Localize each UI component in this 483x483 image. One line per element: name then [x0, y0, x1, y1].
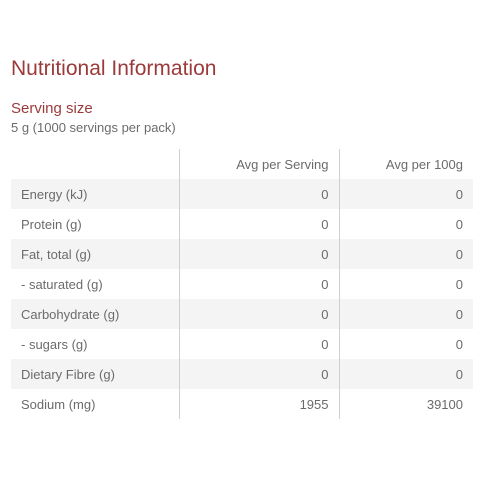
serving-size-value: 5 g (1000 servings per pack) — [11, 120, 176, 135]
nutrient-name: Energy (kJ) — [11, 179, 179, 209]
per-serving-value: 0 — [178, 239, 339, 269]
per-100g-value: 0 — [338, 329, 473, 359]
per-serving-value: 0 — [178, 299, 339, 329]
per-serving-value: 0 — [178, 179, 339, 209]
table-row: Fat, total (g) 0 0 — [11, 239, 473, 269]
per-100g-value: 0 — [338, 179, 473, 209]
table-row: Protein (g) 0 0 — [11, 209, 473, 239]
nutrient-name: - saturated (g) — [11, 269, 179, 299]
per-serving-value: 0 — [178, 329, 339, 359]
table-header-row: Avg per Serving Avg per 100g — [11, 149, 473, 179]
nutrient-name: Dietary Fibre (g) — [11, 359, 179, 389]
per-100g-value: 0 — [338, 359, 473, 389]
per-serving-value: 1955 — [178, 389, 339, 419]
table-row: Carbohydrate (g) 0 0 — [11, 299, 473, 329]
serving-size-heading: Serving size — [11, 100, 93, 117]
table-row: Sodium (mg) 1955 39100 — [11, 389, 473, 419]
nutrient-name: Carbohydrate (g) — [11, 299, 179, 329]
per-100g-value: 0 — [338, 239, 473, 269]
nutrient-name: Fat, total (g) — [11, 239, 179, 269]
table-row: Dietary Fibre (g) 0 0 — [11, 359, 473, 389]
header-avg-per-serving: Avg per Serving — [178, 149, 339, 179]
per-100g-value: 0 — [338, 269, 473, 299]
nutrient-name: Protein (g) — [11, 209, 179, 239]
per-100g-value: 0 — [338, 209, 473, 239]
nutrient-name: Sodium (mg) — [11, 389, 179, 419]
header-nutrient — [11, 149, 179, 179]
per-serving-value: 0 — [178, 209, 339, 239]
per-100g-value: 0 — [338, 299, 473, 329]
page-title: Nutritional Information — [11, 57, 217, 80]
per-serving-value: 0 — [178, 359, 339, 389]
table-row: - saturated (g) 0 0 — [11, 269, 473, 299]
table-row: - sugars (g) 0 0 — [11, 329, 473, 359]
per-serving-value: 0 — [178, 269, 339, 299]
table-row: Energy (kJ) 0 0 — [11, 179, 473, 209]
per-100g-value: 39100 — [338, 389, 473, 419]
header-avg-per-100g: Avg per 100g — [338, 149, 473, 179]
nutrition-table: Avg per Serving Avg per 100g Energy (kJ)… — [11, 149, 473, 419]
nutrient-name: - sugars (g) — [11, 329, 179, 359]
